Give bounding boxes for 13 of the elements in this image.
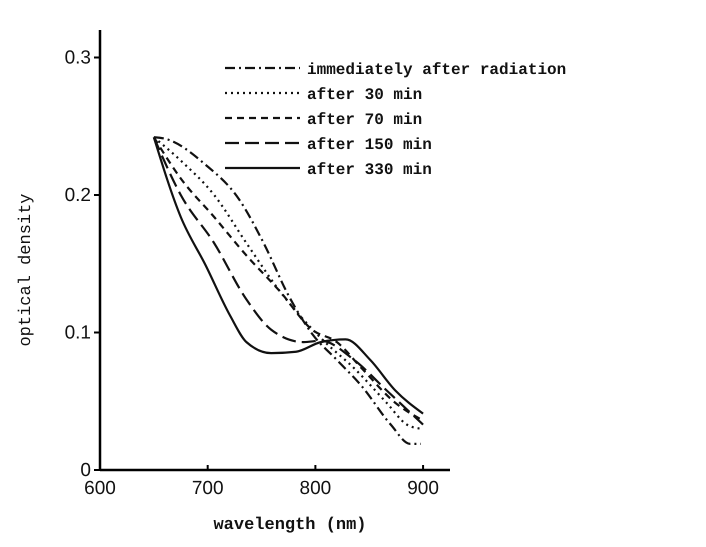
legend-label: after 150 min <box>307 136 432 154</box>
x-tick-label: 700 <box>192 478 224 499</box>
y-axis-title: optical density <box>17 193 36 347</box>
x-tick-label: 800 <box>300 478 332 499</box>
y-tick-label: 0.1 <box>64 322 91 344</box>
legend-label: after 30 min <box>307 86 422 104</box>
y-tick-label: 0.2 <box>64 185 91 206</box>
x-tick-label: 900 <box>407 478 439 499</box>
y-tick-label: 0.3 <box>64 48 91 69</box>
x-axis-title: wavelength (nm) <box>213 516 367 535</box>
legend-label: after 70 min <box>307 111 422 129</box>
legend-label: immediately after radiation <box>307 61 566 79</box>
legend-label: after 330 min <box>307 161 432 179</box>
